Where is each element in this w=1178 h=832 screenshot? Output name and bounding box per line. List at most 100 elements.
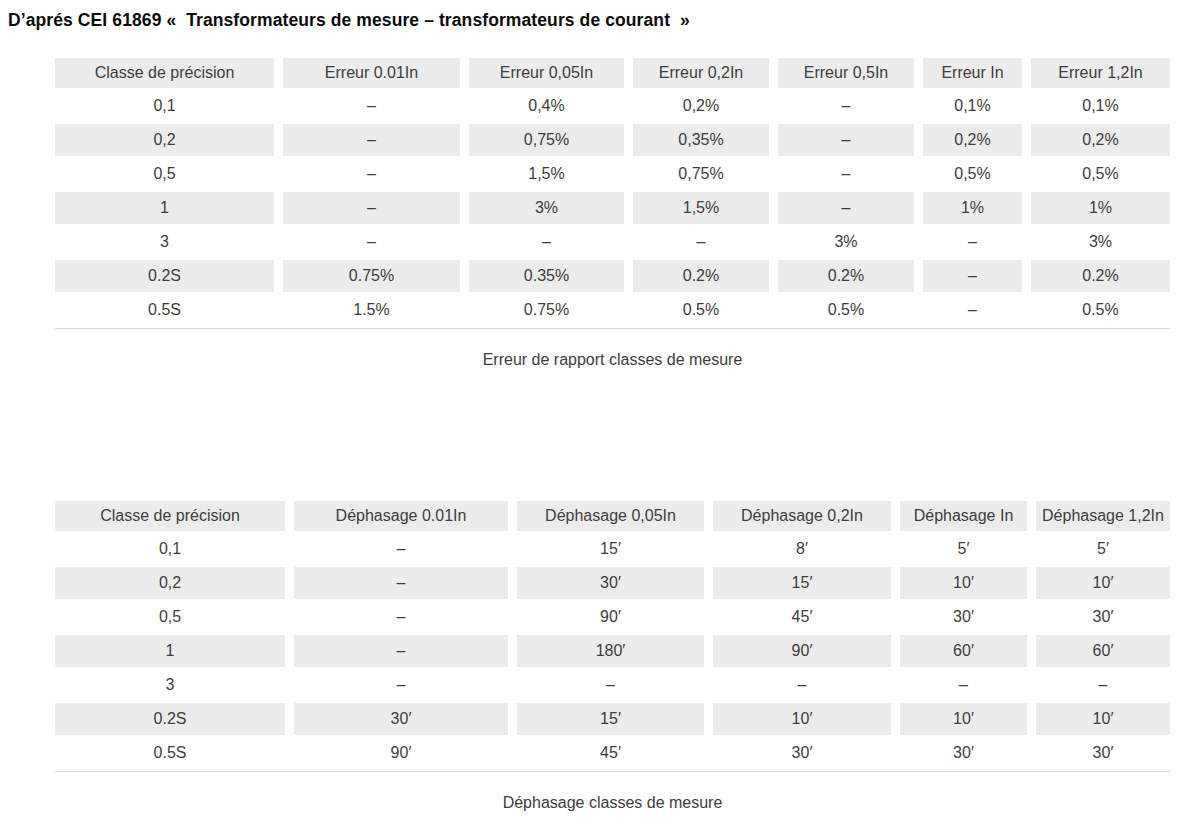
table-cell: – bbox=[283, 124, 460, 156]
row-class-cell: 0,1 bbox=[55, 533, 285, 565]
table-cell: – bbox=[778, 192, 914, 224]
table-cell: – bbox=[1036, 669, 1170, 701]
table-cell: 0,35% bbox=[633, 124, 769, 156]
row-class-cell: 0,2 bbox=[55, 567, 285, 599]
column-header-cell: Erreur In bbox=[923, 58, 1022, 88]
row-class-cell: 3 bbox=[55, 226, 274, 258]
table-cell: 0,1% bbox=[923, 90, 1022, 122]
row-class-cell: 0,2 bbox=[55, 124, 274, 156]
table-cell: – bbox=[283, 158, 460, 190]
table-cell: 30′ bbox=[900, 601, 1027, 633]
erreur-table: Classe de précision Erreur 0.01In Erreur 0… bbox=[55, 58, 1170, 326]
column-header-cell: Erreur 0,5In bbox=[778, 58, 914, 88]
table-cell: 1.5% bbox=[283, 294, 460, 326]
table-cell: 10′ bbox=[900, 703, 1027, 735]
table-cell: 0,1% bbox=[1031, 90, 1170, 122]
column-header-cell: Erreur 0,05In bbox=[469, 58, 624, 88]
table-cell: 0.5% bbox=[633, 294, 769, 326]
table-cell: 5′ bbox=[1036, 533, 1170, 565]
table-cell: – bbox=[469, 226, 624, 258]
table-cell: – bbox=[294, 669, 508, 701]
table-cell: 30′ bbox=[517, 567, 704, 599]
table-cell: – bbox=[713, 669, 891, 701]
table-cell: 3% bbox=[1031, 226, 1170, 258]
table-cell: 10′ bbox=[713, 703, 891, 735]
table-cell: 30′ bbox=[713, 737, 891, 769]
table-cell: – bbox=[294, 601, 508, 633]
table-cell: 0.75% bbox=[469, 294, 624, 326]
table-cell: – bbox=[283, 90, 460, 122]
table-cell: 45′ bbox=[713, 601, 891, 633]
row-class-cell: 0,5 bbox=[55, 601, 285, 633]
table-cell: 0.2% bbox=[633, 260, 769, 292]
table-cell: 90′ bbox=[294, 737, 508, 769]
table-cell: – bbox=[923, 260, 1022, 292]
row-class-cell: 0.5S bbox=[55, 294, 274, 326]
table-cell: 1% bbox=[1031, 192, 1170, 224]
erreur-table-block: Classe de précision Erreur 0.01In Erreur 0… bbox=[55, 58, 1170, 369]
row-class-cell: 0,1 bbox=[55, 90, 274, 122]
table-cell: 0.35% bbox=[469, 260, 624, 292]
column-header-cell: Classe de précision bbox=[55, 58, 274, 88]
column-header-cell: Erreur 1,2In bbox=[1031, 58, 1170, 88]
table-cell: – bbox=[294, 567, 508, 599]
row-class-cell: 3 bbox=[55, 669, 285, 701]
table-cell: 0.2% bbox=[778, 260, 914, 292]
table-cell: 1,5% bbox=[469, 158, 624, 190]
column-header-cell: Déphasage 0,2In bbox=[713, 501, 891, 531]
table-cell: 3% bbox=[778, 226, 914, 258]
table-cell: – bbox=[923, 294, 1022, 326]
row-class-cell: 0,5 bbox=[55, 158, 274, 190]
table-cell: 5′ bbox=[900, 533, 1027, 565]
table-cell: 15′ bbox=[517, 703, 704, 735]
table-cell: 15′ bbox=[713, 567, 891, 599]
row-class-cell: 1 bbox=[55, 192, 274, 224]
row-class-cell: 0.5S bbox=[55, 737, 285, 769]
erreur-table-caption: Erreur de rapport classes de mesure bbox=[55, 351, 1170, 369]
table-cell: 0,5% bbox=[923, 158, 1022, 190]
table-cell: 0.75% bbox=[283, 260, 460, 292]
table-cell: 45′ bbox=[517, 737, 704, 769]
table-cell: 30′ bbox=[294, 703, 508, 735]
table-cell: 0,2% bbox=[633, 90, 769, 122]
table-cell: – bbox=[283, 226, 460, 258]
table-cell: – bbox=[283, 192, 460, 224]
column-header-cell: Déphasage 1,2In bbox=[1036, 501, 1170, 531]
table-cell: 10′ bbox=[1036, 703, 1170, 735]
table-cell: 90′ bbox=[517, 601, 704, 633]
dephasage-table: Classe de précision Déphasage 0.01In Dépha… bbox=[55, 501, 1170, 769]
dephasage-table-block: Classe de précision Déphasage 0.01In Dépha… bbox=[55, 501, 1170, 812]
table-cell: 0,5% bbox=[1031, 158, 1170, 190]
column-header-cell: Erreur 0.01In bbox=[283, 58, 460, 88]
column-header-cell: Erreur 0,2In bbox=[633, 58, 769, 88]
table-cell: 30′ bbox=[900, 737, 1027, 769]
document-page: D’aprés CEI 61869 « Transformateurs de m… bbox=[0, 0, 1178, 832]
table-cell: – bbox=[923, 226, 1022, 258]
table-cell: 30′ bbox=[1036, 601, 1170, 633]
table-cell: 0,2% bbox=[923, 124, 1022, 156]
table-cell: – bbox=[633, 226, 769, 258]
table-cell: 90′ bbox=[713, 635, 891, 667]
column-header-cell: Classe de précision bbox=[55, 501, 285, 531]
table-cell: 60′ bbox=[900, 635, 1027, 667]
dephasage-table-wrap: Classe de précision Déphasage 0.01In Dépha… bbox=[55, 501, 1170, 772]
table-cell: 8′ bbox=[713, 533, 891, 565]
erreur-table-wrap: Classe de précision Erreur 0.01In Erreur 0… bbox=[55, 58, 1170, 329]
column-header-cell: Déphasage 0.01In bbox=[294, 501, 508, 531]
table-cell: 1,5% bbox=[633, 192, 769, 224]
table-cell: 1% bbox=[923, 192, 1022, 224]
table-cell: – bbox=[778, 124, 914, 156]
table-cell: – bbox=[778, 90, 914, 122]
table-cell: 3% bbox=[469, 192, 624, 224]
table-cell: 0,75% bbox=[469, 124, 624, 156]
table-cell: 60′ bbox=[1036, 635, 1170, 667]
table-cell: – bbox=[900, 669, 1027, 701]
table-cell: – bbox=[294, 533, 508, 565]
row-class-cell: 1 bbox=[55, 635, 285, 667]
dephasage-table-caption: Déphasage classes de mesure bbox=[55, 794, 1170, 812]
table-cell: 0.5% bbox=[778, 294, 914, 326]
column-header-cell: Déphasage In bbox=[900, 501, 1027, 531]
table-cell: 10′ bbox=[1036, 567, 1170, 599]
table-cell: – bbox=[294, 635, 508, 667]
page-title: D’aprés CEI 61869 « Transformateurs de m… bbox=[8, 8, 1178, 32]
